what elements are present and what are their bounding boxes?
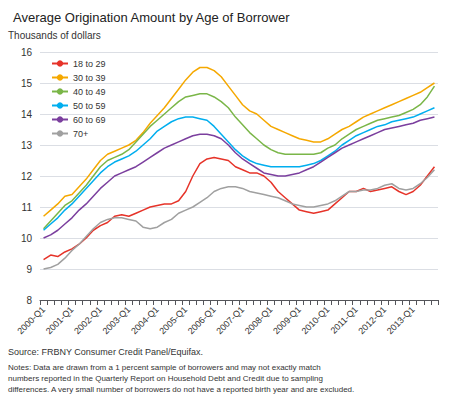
svg-text:18 to 29: 18 to 29	[73, 59, 106, 69]
svg-text:9: 9	[26, 264, 32, 275]
svg-text:60 to 69: 60 to 69	[73, 115, 106, 125]
svg-text:2004-Q1: 2004-Q1	[129, 304, 161, 336]
svg-text:2013-Q1: 2013-Q1	[385, 304, 417, 336]
svg-text:differences. A very small numb: differences. A very small number of borr…	[8, 385, 354, 394]
svg-text:2007-Q1: 2007-Q1	[214, 304, 246, 336]
svg-text:2003-Q1: 2003-Q1	[101, 304, 133, 336]
svg-text:numbers reported in the Quarte: numbers reported in the Quarterly Report…	[8, 374, 323, 383]
svg-text:2002-Q1: 2002-Q1	[72, 304, 104, 336]
svg-text:2001-Q1: 2001-Q1	[44, 304, 76, 336]
svg-text:10: 10	[21, 233, 33, 244]
svg-text:16: 16	[21, 47, 33, 58]
svg-text:2008-Q1: 2008-Q1	[243, 304, 275, 336]
svg-text:2005-Q1: 2005-Q1	[157, 304, 189, 336]
svg-text:2000-Q1: 2000-Q1	[15, 304, 47, 336]
svg-text:40 to 49: 40 to 49	[73, 87, 106, 97]
svg-text:2012-Q1: 2012-Q1	[356, 304, 388, 336]
svg-text:Source: FRBNY Consumer Credit: Source: FRBNY Consumer Credit Panel/Equi…	[8, 347, 203, 357]
svg-text:Thousands of dollars: Thousands of dollars	[8, 30, 101, 41]
svg-text:50 to 59: 50 to 59	[73, 101, 106, 111]
svg-text:15: 15	[21, 78, 33, 89]
svg-text:14: 14	[21, 109, 33, 120]
svg-text:2006-Q1: 2006-Q1	[186, 304, 218, 336]
svg-text:13: 13	[21, 140, 33, 151]
svg-text:2011-Q1: 2011-Q1	[328, 304, 359, 335]
svg-text:Notes: Data are drawn from a 1: Notes: Data are drawn from a 1 percent s…	[8, 363, 321, 372]
svg-text:2009-Q1: 2009-Q1	[271, 304, 303, 336]
svg-text:Average Origination Amount by: Average Origination Amount by Age of Bor…	[13, 10, 290, 25]
svg-text:11: 11	[22, 202, 33, 213]
svg-text:2010-Q1: 2010-Q1	[300, 304, 332, 336]
svg-text:30 to 39: 30 to 39	[73, 73, 106, 83]
svg-text:70+: 70+	[73, 129, 88, 139]
svg-text:8: 8	[26, 295, 32, 306]
svg-text:12: 12	[21, 171, 33, 182]
